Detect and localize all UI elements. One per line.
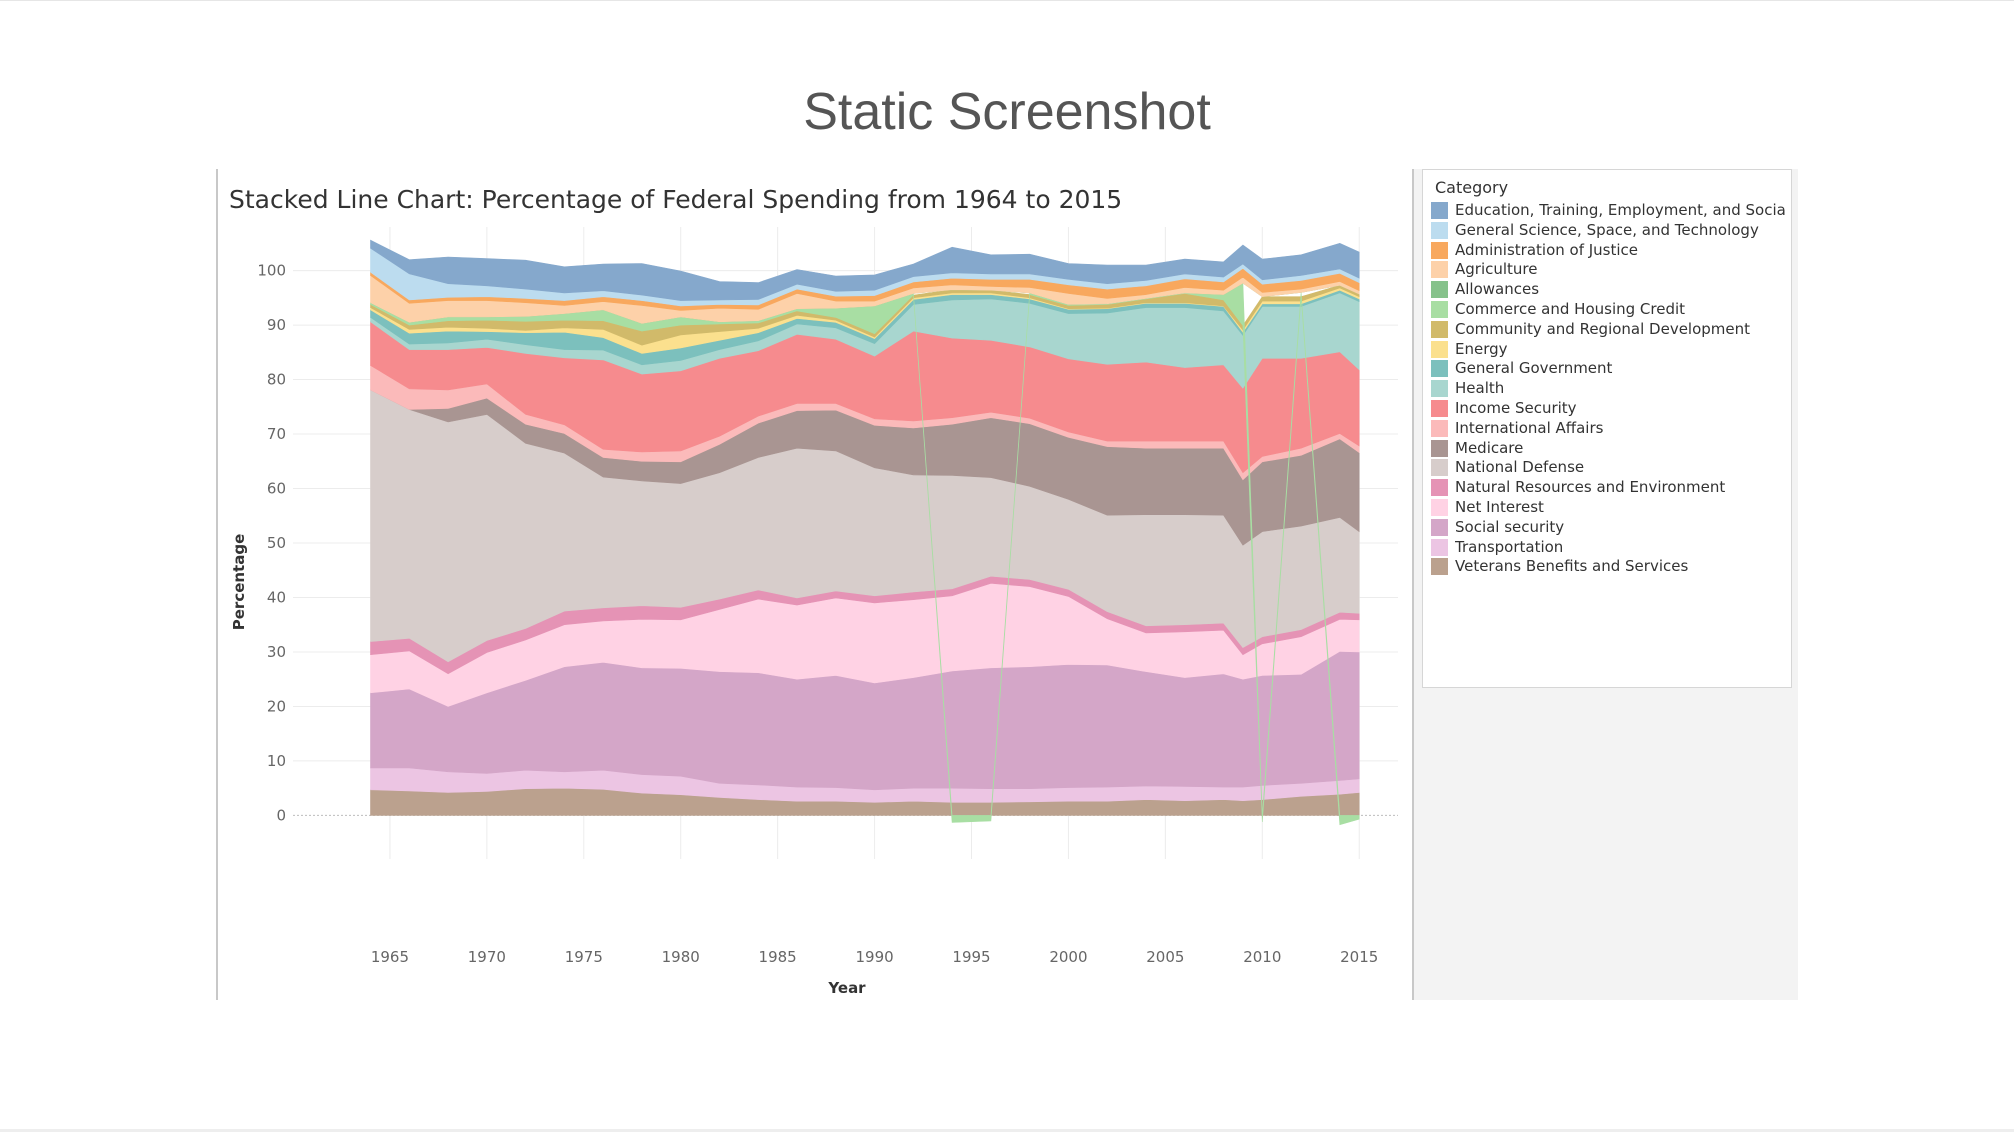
- legend-label: Health: [1455, 379, 1505, 398]
- y-tick-label: 30: [267, 643, 286, 661]
- legend-swatch: [1431, 340, 1448, 358]
- y-tick-label: 100: [257, 262, 286, 280]
- y-tick-label: 80: [267, 371, 286, 389]
- legend-swatch: [1431, 479, 1448, 497]
- x-tick-label: 2010: [1243, 948, 1281, 966]
- legend-label: Net Interest: [1455, 498, 1544, 516]
- y-tick-label: 40: [267, 588, 286, 606]
- area-layer: [370, 239, 1360, 826]
- legend-label: General Science, Space, and Technology: [1455, 220, 1759, 239]
- legend-item[interactable]: General Science, Space, and Technology: [1427, 218, 1787, 243]
- legend-label: Allowances: [1455, 280, 1540, 299]
- legend-item[interactable]: International Affairs: [1427, 416, 1787, 441]
- legend-label: Commerce and Housing Credit: [1455, 300, 1686, 318]
- legend-item[interactable]: Administration of Justice: [1427, 238, 1787, 263]
- legend-label: National Defense: [1455, 458, 1585, 477]
- legend-item[interactable]: Allowances: [1427, 277, 1787, 302]
- legend-item[interactable]: Natural Resources and Environment: [1427, 475, 1787, 500]
- legend-swatch: [1431, 380, 1448, 398]
- legend-swatch: [1431, 518, 1448, 536]
- legend-swatch: [1431, 301, 1448, 318]
- legend-item[interactable]: Income Security: [1427, 396, 1787, 421]
- legend-label: Transportation: [1455, 537, 1564, 556]
- legend-item[interactable]: Medicare: [1427, 436, 1787, 461]
- legend-swatch: [1431, 320, 1448, 338]
- y-tick-label: 50: [267, 534, 286, 552]
- legend-swatch: [1431, 558, 1448, 576]
- legend-swatch: [1431, 241, 1448, 259]
- legend-item[interactable]: Commerce and Housing Credit: [1427, 297, 1787, 322]
- x-tick-label: 1990: [855, 948, 893, 966]
- legend-box: Category Education, Training, Employment…: [1422, 169, 1792, 688]
- x-tick-label: 1980: [662, 948, 700, 966]
- legend-swatch: [1431, 281, 1448, 299]
- legend-label: Community and Regional Development: [1455, 319, 1751, 338]
- x-axis-label: Year: [827, 979, 866, 997]
- y-tick-label: 90: [267, 316, 286, 334]
- legend-swatch: [1431, 261, 1448, 279]
- legend-label: Administration of Justice: [1455, 240, 1639, 259]
- legend-item[interactable]: Veterans Benefits and Services: [1427, 554, 1787, 579]
- legend-swatch: [1431, 221, 1448, 239]
- x-tick-label: 2015: [1340, 948, 1378, 966]
- legend-item[interactable]: Energy: [1427, 337, 1787, 362]
- legend-label: Natural Resources and Environment: [1455, 478, 1726, 497]
- x-tick-label: 2000: [1049, 948, 1087, 966]
- legend-swatch: [1431, 400, 1448, 417]
- legend-label: Education, Training, Employment, and Soc…: [1455, 201, 1785, 219]
- legend-swatch: [1431, 459, 1448, 477]
- chart-title: Stacked Line Chart: Percentage of Federa…: [229, 185, 1122, 214]
- legend-swatch: [1431, 202, 1448, 219]
- area-education-training-employment-and-social[interactable]: [370, 239, 1360, 301]
- legend-item[interactable]: Net Interest: [1427, 495, 1787, 520]
- legend-label: Income Security: [1455, 399, 1577, 417]
- legend-label: International Affairs: [1455, 418, 1604, 437]
- page-heading: Static Screenshot: [803, 83, 1211, 141]
- legend-item[interactable]: Social security: [1427, 515, 1787, 540]
- legend-item[interactable]: General Government: [1427, 356, 1787, 381]
- x-tick-label: 2005: [1146, 948, 1184, 966]
- y-tick-label: 60: [267, 480, 286, 498]
- legend-item[interactable]: Agriculture: [1427, 257, 1787, 282]
- axis-layer: 1965 1970 1975 1980 1985 1990 1995 2000 2005 2010…: [257, 262, 1378, 966]
- viz-left-border: [216, 169, 218, 1000]
- y-tick-label: 0: [276, 806, 286, 824]
- top-rule: [0, 0, 2014, 1]
- chart-svg: Stacked Line Chart: Percentage of Federa…: [229, 185, 1398, 997]
- y-axis-label: Percentage: [230, 534, 248, 631]
- x-tick-label: 1995: [952, 948, 990, 966]
- legend-item[interactable]: Community and Regional Development: [1427, 317, 1787, 342]
- legend-item[interactable]: Education, Training, Employment, and Soc…: [1427, 198, 1787, 223]
- legend-swatch: [1431, 499, 1448, 516]
- legend-label: Veterans Benefits and Services: [1455, 557, 1689, 576]
- x-tick-label: 1970: [468, 948, 506, 966]
- legend-label: General Government: [1455, 359, 1613, 378]
- legend-title: Category: [1435, 178, 1509, 197]
- legend-swatch: [1431, 538, 1448, 556]
- legend-label: Medicare: [1455, 438, 1524, 457]
- legend-label: Energy: [1455, 339, 1508, 358]
- y-tick-label: 70: [267, 425, 286, 443]
- legend-label: Agriculture: [1455, 260, 1538, 279]
- pane-divider[interactable]: [1412, 169, 1414, 1000]
- legend-item[interactable]: National Defense: [1427, 455, 1787, 480]
- x-tick-label: 1975: [565, 948, 603, 966]
- legend-swatch: [1431, 419, 1448, 437]
- y-tick-label: 20: [267, 697, 286, 715]
- legend-swatch: [1431, 360, 1448, 378]
- x-tick-label: 1985: [759, 948, 797, 966]
- legend-swatch: [1431, 439, 1448, 457]
- y-tick-label: 10: [267, 752, 286, 770]
- legend-item[interactable]: Transportation: [1427, 535, 1787, 560]
- legend-label: Social security: [1455, 517, 1565, 536]
- bottom-rule: [0, 1129, 2014, 1132]
- legend-item[interactable]: Health: [1427, 376, 1787, 401]
- x-tick-label: 1965: [371, 948, 409, 966]
